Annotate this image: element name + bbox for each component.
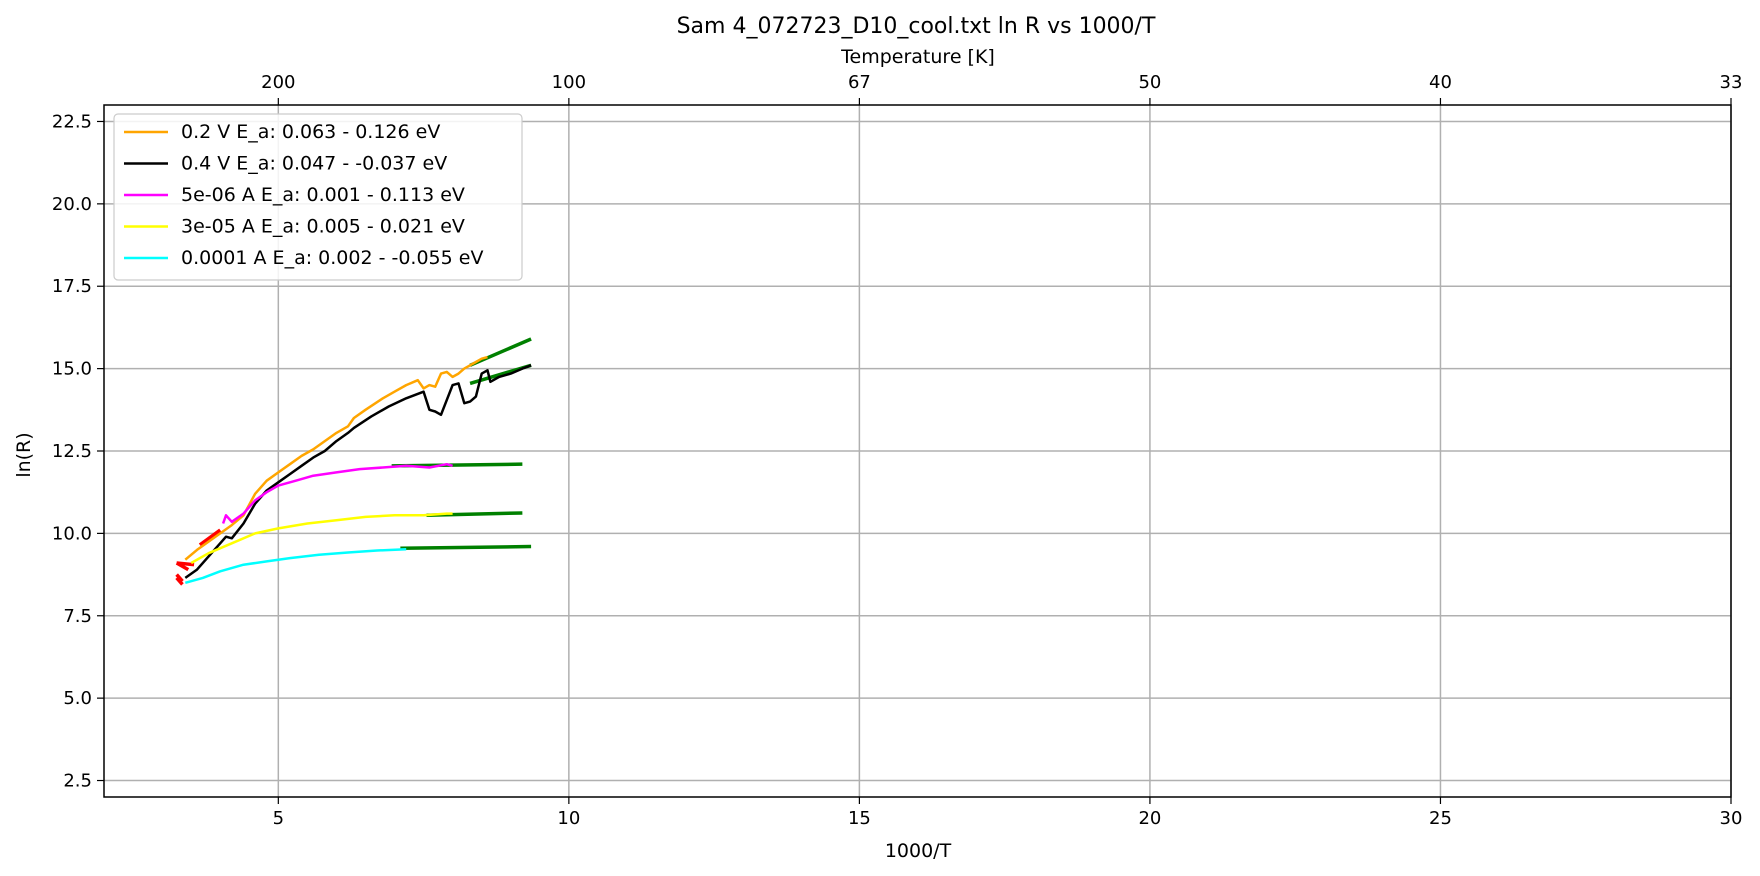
y-tick-label: 20.0 bbox=[52, 194, 92, 215]
y-tick-label: 2.5 bbox=[63, 771, 92, 792]
top-tick-label: 200 bbox=[261, 72, 295, 93]
legend: 0.2 V E_a: 0.063 - 0.126 eV 0.4 V E_a: 0.… bbox=[113, 113, 523, 281]
top-tick-label: 33 bbox=[1720, 72, 1743, 93]
y-tick-label: 15.0 bbox=[52, 359, 92, 380]
legend-label: 0.4 V E_a: 0.047 - -0.037 eV bbox=[181, 153, 447, 175]
x-tick-label: 15 bbox=[848, 808, 871, 829]
top-axis-ticks: 200 100 67 50 40 33 bbox=[261, 72, 1742, 105]
x-axis-label: 1000/T bbox=[885, 840, 952, 862]
top-tick-label: 100 bbox=[552, 72, 586, 93]
fit-line bbox=[175, 573, 184, 583]
y-tick-label: 22.5 bbox=[52, 111, 92, 132]
x-tick-label: 10 bbox=[557, 808, 580, 829]
x-axis-ticks: 5 10 15 20 25 30 bbox=[273, 797, 1743, 829]
y-tick-label: 10.0 bbox=[52, 523, 92, 544]
series-line bbox=[184, 547, 407, 585]
series-lines bbox=[184, 355, 532, 585]
legend-label: 5e-06 A E_a: 0.001 - 0.113 eV bbox=[181, 184, 465, 206]
fit-line bbox=[198, 528, 222, 547]
x-tick-label: 5 bbox=[273, 808, 284, 829]
grid bbox=[104, 105, 1732, 797]
series-line bbox=[190, 512, 453, 565]
y-axis-label: ln(R) bbox=[13, 432, 35, 477]
y-tick-label: 5.0 bbox=[63, 688, 92, 709]
series-line bbox=[221, 462, 453, 524]
top-tick-label: 67 bbox=[848, 72, 871, 93]
chart-title: Sam 4_072723_D10_cool.txt ln R vs 1000/T bbox=[677, 14, 1156, 39]
y-axis-ticks: 2.5 5.0 7.5 10.0 12.5 15.0 17.5 20.0 22.5 bbox=[52, 111, 104, 792]
y-tick-label: 17.5 bbox=[52, 276, 92, 297]
y-tick-label: 7.5 bbox=[63, 606, 92, 627]
top-tick-label: 50 bbox=[1138, 72, 1161, 93]
top-axis-label: Temperature [K] bbox=[840, 46, 995, 68]
fit-line bbox=[400, 544, 532, 550]
legend-label: 0.0001 A E_a: 0.002 - -0.055 eV bbox=[181, 247, 483, 269]
fit-line bbox=[175, 561, 190, 572]
legend-box bbox=[113, 113, 523, 281]
top-tick-label: 40 bbox=[1429, 72, 1452, 93]
y-tick-label: 12.5 bbox=[52, 441, 92, 462]
x-tick-label: 25 bbox=[1429, 808, 1452, 829]
series-line bbox=[184, 364, 532, 579]
legend-label: 3e-05 A E_a: 0.005 - 0.021 eV bbox=[181, 216, 465, 238]
legend-label: 0.2 V E_a: 0.063 - 0.126 eV bbox=[181, 121, 440, 143]
x-tick-label: 20 bbox=[1138, 808, 1161, 829]
fit-line bbox=[175, 576, 184, 586]
x-tick-label: 30 bbox=[1720, 808, 1743, 829]
